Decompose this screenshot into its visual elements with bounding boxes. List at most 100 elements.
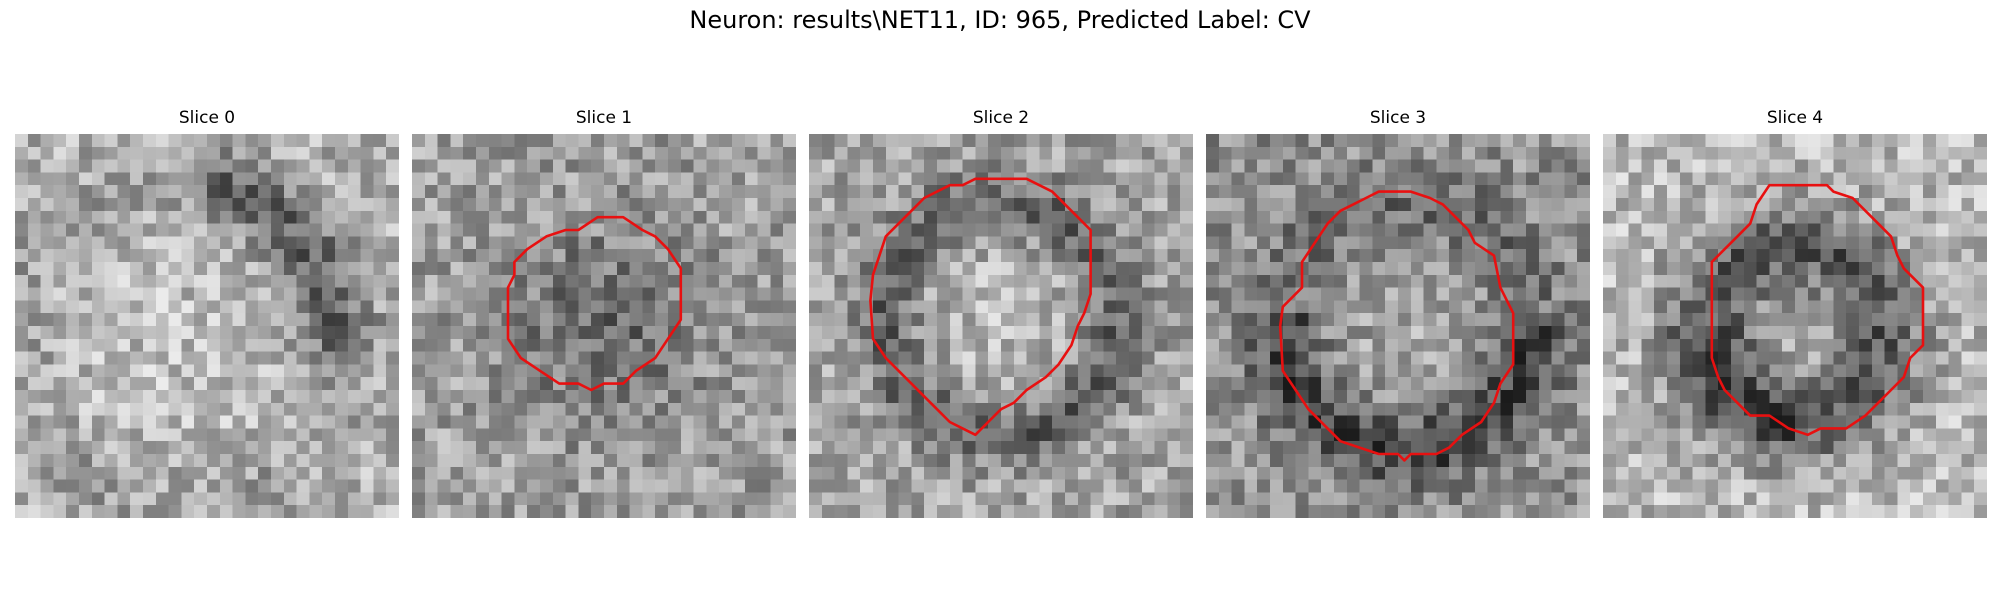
pixel-cell	[962, 210, 976, 225]
pixel-cell	[873, 326, 887, 340]
pixel-cell	[514, 402, 528, 417]
pixel-cell	[1423, 364, 1437, 378]
pixel-cell	[168, 287, 182, 301]
pixel-cell	[1641, 479, 1655, 493]
pixel-cell	[412, 262, 426, 276]
pixel-cell	[1718, 146, 1732, 161]
pixel-cell	[834, 326, 848, 340]
pixel-cell	[1974, 313, 1987, 327]
pixel-cell	[540, 300, 554, 314]
pixel-cell	[40, 402, 54, 417]
pixel-cell	[1603, 364, 1617, 378]
pixel-cell	[719, 428, 733, 442]
pixel-cell	[1026, 466, 1040, 481]
pixel-cell	[1910, 262, 1924, 276]
pixel-cell	[232, 249, 246, 263]
pixel-cell	[27, 454, 42, 468]
pixel-cell	[347, 415, 362, 429]
pixel-cell	[1807, 134, 1822, 148]
pixel-cell	[1603, 505, 1617, 518]
pixel-cell	[1423, 223, 1437, 237]
pixel-cell	[1769, 262, 1783, 276]
pixel-cell	[1884, 351, 1898, 365]
pixel-cell	[27, 313, 42, 327]
pixel-cell	[975, 300, 989, 314]
pixel-cell	[860, 223, 874, 237]
pixel-cell	[1141, 134, 1156, 148]
pixel-cell	[744, 274, 759, 289]
pixel-cell	[130, 159, 144, 173]
pixel-cell	[591, 172, 605, 186]
pixel-cell	[937, 313, 951, 327]
pixel-cell	[1462, 415, 1476, 429]
pixel-cell	[1871, 415, 1886, 429]
pixel-cell	[616, 479, 631, 493]
pixel-cell	[706, 351, 720, 365]
pixel-cell	[53, 300, 67, 314]
pixel-cell	[1859, 172, 1873, 186]
pixel-cell	[514, 236, 528, 250]
pixel-cell	[1500, 338, 1514, 353]
pixel-cell	[1026, 390, 1040, 404]
pixel-cell	[847, 364, 861, 378]
pixel-cell	[1231, 479, 1245, 493]
pixel-cell	[629, 198, 643, 212]
pixel-cell	[117, 146, 131, 161]
pixel-cell	[719, 454, 733, 468]
pixel-cell	[1718, 159, 1732, 173]
pixel-cell	[693, 338, 707, 353]
pixel-cell	[335, 428, 349, 442]
pixel-cell	[1731, 415, 1745, 429]
pixel-cell	[757, 428, 771, 442]
pixel-cell	[488, 428, 503, 442]
pixel-cell	[168, 466, 182, 481]
pixel-cell	[1346, 454, 1361, 468]
pixel-cell	[1090, 441, 1104, 455]
pixel-cell	[40, 134, 54, 148]
pixel-cell	[1769, 236, 1783, 250]
pixel-cell	[463, 390, 477, 404]
pixel-cell	[117, 415, 131, 429]
pixel-cell	[1206, 134, 1220, 148]
pixel-cell	[1282, 441, 1297, 455]
pixel-cell	[232, 223, 246, 237]
pixel-cell	[1948, 351, 1962, 365]
pixel-cell	[1807, 402, 1822, 417]
pixel-cell	[335, 210, 349, 225]
pixel-cell	[732, 377, 746, 391]
pixel-cell	[386, 198, 399, 212]
pixel-cell	[1410, 313, 1425, 327]
pixel-cell	[1859, 313, 1873, 327]
pixel-cell	[757, 172, 771, 186]
pixel-cell	[1641, 159, 1655, 173]
pixel-cell	[1141, 172, 1156, 186]
pixel-cell	[1001, 313, 1015, 327]
pixel-cell	[1244, 377, 1258, 391]
pixel-cell	[1346, 172, 1361, 186]
pixel-cell	[1603, 492, 1617, 506]
pixel-cell	[1667, 377, 1681, 391]
pixel-cell	[1308, 505, 1322, 518]
pixel-cell	[809, 198, 823, 212]
pixel-cell	[258, 428, 272, 442]
pixel-cell	[1436, 454, 1450, 468]
pixel-cell	[1846, 172, 1860, 186]
pixel-cell	[181, 249, 195, 263]
pixel-cell	[642, 300, 656, 314]
pixel-cell	[949, 441, 964, 455]
pixel-cell	[1103, 351, 1117, 365]
pixel-cell	[1346, 466, 1361, 481]
pixel-cell	[1257, 479, 1271, 493]
pixel-cell	[732, 390, 746, 404]
pixel-cell	[271, 402, 285, 417]
pixel-cell	[463, 210, 477, 225]
pixel-cell	[437, 364, 451, 378]
pixel-cell	[79, 454, 93, 468]
pixel-cell	[373, 454, 387, 468]
pixel-cell	[1410, 198, 1425, 212]
pixel-cell	[744, 454, 759, 468]
pixel-cell	[1641, 441, 1655, 455]
pixel-cell	[104, 210, 118, 225]
pixel-cell	[719, 479, 733, 493]
pixel-cell	[1065, 454, 1079, 468]
